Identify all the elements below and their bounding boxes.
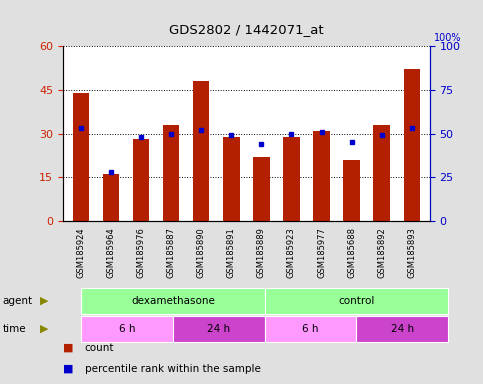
Text: ■: ■	[63, 343, 73, 353]
Text: percentile rank within the sample: percentile rank within the sample	[85, 364, 260, 374]
Text: control: control	[338, 296, 375, 306]
Bar	[283, 137, 300, 221]
Text: 24 h: 24 h	[207, 324, 230, 334]
Text: 6 h: 6 h	[302, 324, 319, 334]
Bar	[343, 160, 360, 221]
Text: dexamethasone: dexamethasone	[131, 296, 215, 306]
Bar	[253, 157, 270, 221]
Text: 24 h: 24 h	[391, 324, 414, 334]
Text: time: time	[2, 324, 26, 334]
Bar	[103, 174, 119, 221]
Text: ▶: ▶	[40, 296, 49, 306]
Text: GDS2802 / 1442071_at: GDS2802 / 1442071_at	[169, 23, 324, 36]
Bar	[313, 131, 330, 221]
Bar	[373, 125, 390, 221]
Text: ▶: ▶	[40, 324, 49, 334]
Text: count: count	[85, 343, 114, 353]
Text: agent: agent	[2, 296, 32, 306]
Bar	[223, 137, 240, 221]
Bar	[193, 81, 210, 221]
Bar	[133, 139, 149, 221]
Bar	[163, 125, 179, 221]
Text: 6 h: 6 h	[119, 324, 135, 334]
Bar	[403, 70, 420, 221]
Bar	[72, 93, 89, 221]
Text: ■: ■	[63, 364, 73, 374]
Text: 100%: 100%	[434, 33, 462, 43]
